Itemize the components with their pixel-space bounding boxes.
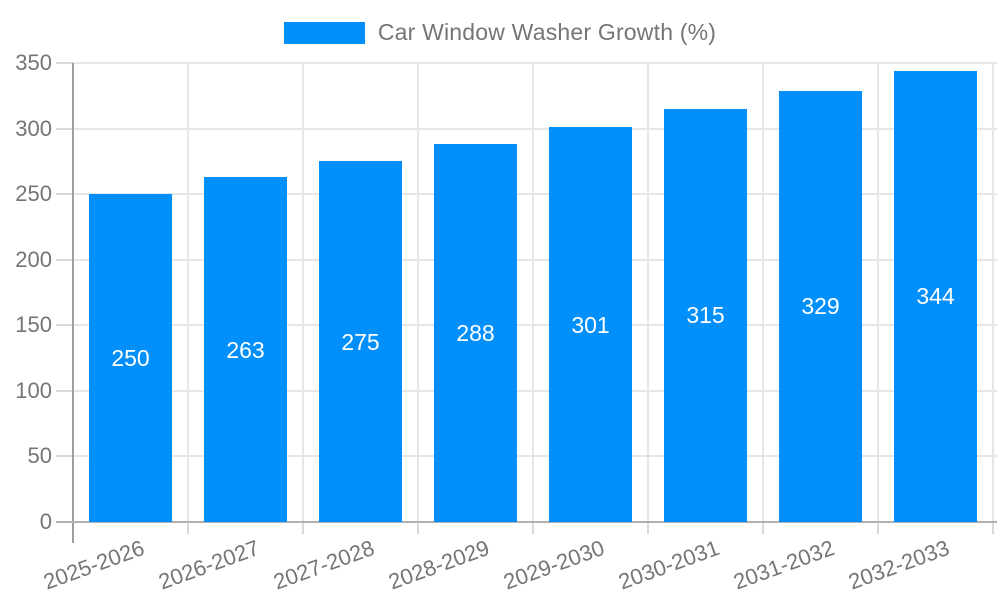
y-tick-label: 50 bbox=[27, 443, 52, 469]
bar-value-label: 301 bbox=[571, 311, 610, 338]
y-axis-tick bbox=[56, 324, 73, 327]
x-axis-tick bbox=[877, 523, 879, 534]
gridline-vertical bbox=[992, 63, 994, 522]
gridline-vertical bbox=[187, 63, 189, 522]
x-axis-tick bbox=[302, 523, 304, 534]
bar-value-label: 288 bbox=[456, 320, 495, 347]
bar[interactable] bbox=[204, 177, 287, 522]
gridline-horizontal bbox=[73, 62, 997, 64]
gridline-vertical bbox=[302, 63, 304, 522]
legend: Car Window Washer Growth (%) bbox=[0, 19, 1000, 46]
legend-item[interactable]: Car Window Washer Growth (%) bbox=[283, 19, 717, 46]
bar[interactable] bbox=[319, 161, 402, 522]
bar[interactable] bbox=[89, 194, 172, 522]
gridline-vertical bbox=[532, 63, 534, 522]
y-tick-label: 0 bbox=[39, 509, 52, 534]
bar[interactable] bbox=[779, 90, 862, 522]
bar[interactable] bbox=[434, 144, 517, 522]
y-tick-label: 200 bbox=[15, 246, 52, 272]
bar-value-label: 250 bbox=[111, 345, 150, 372]
y-axis-tick bbox=[56, 193, 73, 196]
x-axis-tick bbox=[647, 523, 649, 534]
gridline-horizontal bbox=[73, 258, 997, 261]
x-axis-tick bbox=[187, 523, 189, 534]
y-tick-label: 150 bbox=[15, 312, 52, 338]
bar-value-label: 344 bbox=[916, 283, 955, 310]
y-axis-line bbox=[72, 63, 74, 543]
gridline-horizontal bbox=[73, 389, 997, 392]
gridline-vertical bbox=[417, 63, 419, 522]
bar[interactable] bbox=[549, 127, 632, 522]
y-axis-tick bbox=[56, 127, 73, 130]
x-axis-tick bbox=[417, 523, 419, 534]
bar-value-label: 315 bbox=[686, 302, 725, 329]
x-axis-tick bbox=[762, 523, 764, 534]
legend-series-label: Car Window Washer Growth (%) bbox=[377, 19, 717, 45]
gridline-horizontal bbox=[73, 455, 997, 458]
gridline-horizontal bbox=[73, 127, 997, 130]
y-tick-label: 300 bbox=[15, 115, 52, 141]
bar-value-label: 263 bbox=[226, 336, 265, 363]
x-axis-tick bbox=[992, 523, 994, 534]
y-axis-tick bbox=[56, 455, 73, 458]
x-axis-line bbox=[56, 521, 997, 523]
gridline-horizontal bbox=[73, 193, 997, 196]
y-axis-tick bbox=[56, 62, 73, 64]
y-tick-label: 350 bbox=[15, 50, 52, 75]
bar[interactable] bbox=[664, 108, 747, 522]
y-axis-tick bbox=[56, 258, 73, 261]
x-axis-tick bbox=[532, 523, 534, 534]
bar-value-label: 329 bbox=[801, 293, 840, 320]
bar[interactable] bbox=[894, 70, 977, 522]
legend-swatch-icon bbox=[283, 21, 365, 44]
y-tick-label: 250 bbox=[15, 181, 52, 207]
gridline-vertical bbox=[877, 63, 879, 522]
bar-value-label: 275 bbox=[341, 328, 380, 355]
y-axis-tick bbox=[56, 389, 73, 392]
gridline-vertical bbox=[647, 63, 649, 522]
gridline-vertical bbox=[762, 63, 764, 522]
y-tick-label: 100 bbox=[15, 377, 52, 403]
gridline-horizontal bbox=[73, 324, 997, 327]
